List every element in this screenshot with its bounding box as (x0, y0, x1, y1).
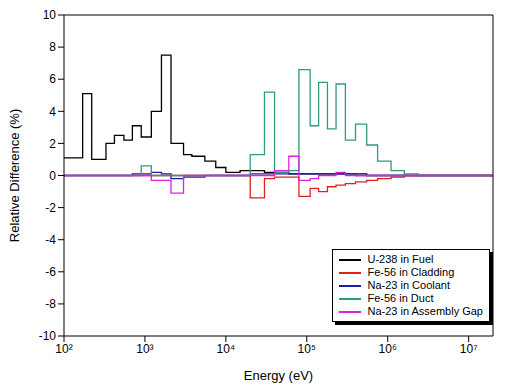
svg-text:10⁷: 10⁷ (460, 342, 478, 356)
svg-text:10: 10 (43, 8, 57, 22)
html-text:Na-23 in Assembly Gap: Na-23 in Assembly Gap (367, 305, 483, 317)
svg-text:Relative Difference (%): Relative Difference (%) (8, 109, 22, 242)
svg-text:-6: -6 (45, 265, 56, 279)
svg-text:10⁵: 10⁵ (298, 342, 316, 356)
html-text:Fe-56 in Cladding: Fe-56 in Cladding (367, 266, 455, 278)
svg-text:2: 2 (49, 137, 56, 151)
svg-text:8: 8 (49, 40, 56, 54)
svg-text:10⁶: 10⁶ (379, 342, 397, 356)
svg-text:10²: 10² (55, 342, 72, 356)
svg-text:-8: -8 (45, 297, 56, 311)
html-text:Na-23 in Coolant: Na-23 in Coolant (367, 279, 450, 291)
svg-text:0: 0 (49, 169, 56, 183)
svg-text:-10: -10 (39, 329, 57, 343)
svg-text:Energy (eV): Energy (eV) (244, 368, 313, 383)
svg-text:10³: 10³ (136, 342, 153, 356)
svg-text:6: 6 (49, 72, 56, 86)
svg-text:-4: -4 (45, 233, 56, 247)
svg-text:4: 4 (49, 105, 56, 119)
html-text:Fe-56 in Duct: Fe-56 in Duct (367, 292, 434, 304)
html-text:U-238 in Fuel: U-238 in Fuel (367, 253, 434, 265)
svg-text:-2: -2 (45, 201, 56, 215)
svg-text:10⁴: 10⁴ (217, 342, 236, 356)
